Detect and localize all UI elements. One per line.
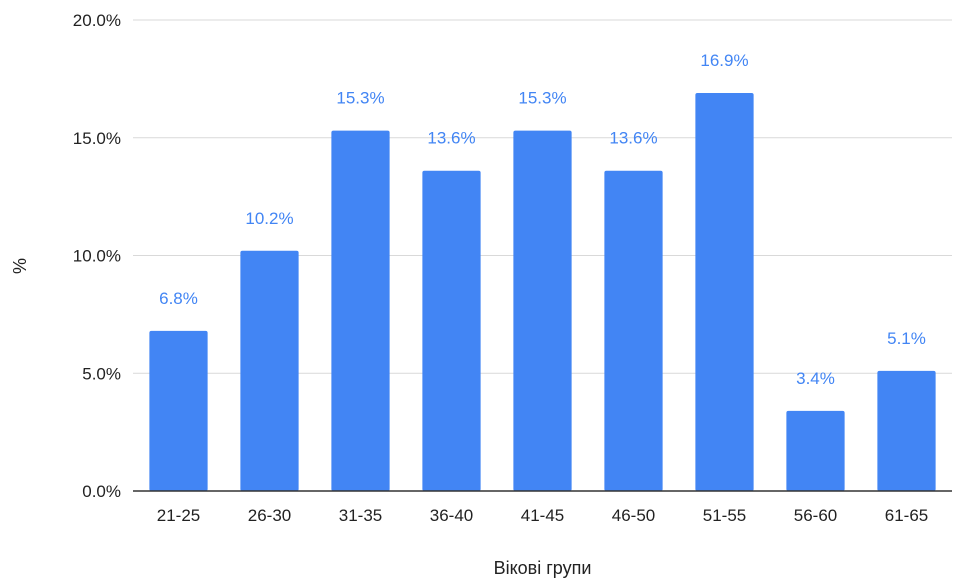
bar-26-30 (240, 250, 299, 491)
x-tick-label: 56-60 (794, 506, 837, 525)
x-axis-title: Вікові групи (494, 558, 592, 578)
x-tick-label: 21-25 (157, 506, 200, 525)
x-tick-label: 26-30 (248, 506, 291, 525)
x-tick-label: 51-55 (703, 506, 746, 525)
data-label: 15.3% (336, 89, 384, 108)
data-label: 15.3% (518, 89, 566, 108)
y-tick-label: 5.0% (82, 364, 121, 383)
bar-21-25 (149, 330, 208, 491)
x-tick-labels: 21-25 26-30 31-35 36-40 41-45 46-50 51-55 56-60… (157, 506, 928, 525)
y-tick-labels: 0.0% 5.0% 10.0% 15.0% 20.0% (73, 11, 121, 501)
x-tick-label: 61-65 (885, 506, 928, 525)
y-tick-label: 15.0% (73, 129, 121, 148)
data-label: 5.1% (887, 329, 926, 348)
x-tick-label: 36-40 (430, 506, 473, 525)
data-labels: 6.8% 10.2% 15.3% 13.6% 15.3% 13.6% 16.9% 3.4% 5.… (159, 51, 926, 388)
y-tick-label: 10.0% (73, 247, 121, 266)
data-label: 13.6% (609, 129, 657, 148)
x-tick-label: 31-35 (339, 506, 382, 525)
y-tick-label: 20.0% (73, 11, 121, 30)
bar-41-45 (513, 130, 572, 491)
y-tick-label: 0.0% (82, 482, 121, 501)
x-tick-label: 46-50 (612, 506, 655, 525)
data-label: 10.2% (245, 209, 293, 228)
bar-36-40 (422, 170, 481, 491)
bar-61-65 (877, 370, 936, 491)
bar-46-50 (604, 170, 663, 491)
y-axis-title: % (10, 258, 30, 274)
bar-56-60 (786, 410, 845, 491)
data-label: 3.4% (796, 369, 835, 388)
data-label: 13.6% (427, 129, 475, 148)
bars (149, 93, 936, 491)
bar-31-35 (331, 130, 390, 491)
x-tick-label: 41-45 (521, 506, 564, 525)
data-label: 6.8% (159, 289, 198, 308)
data-label: 16.9% (700, 51, 748, 70)
bar-51-55 (695, 93, 754, 491)
